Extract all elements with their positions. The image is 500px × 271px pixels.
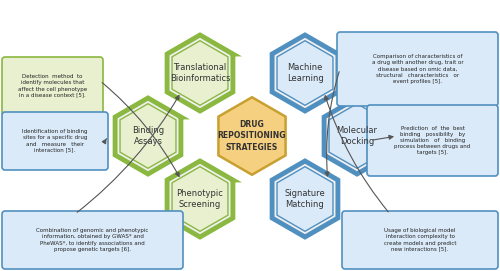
- Polygon shape: [115, 98, 181, 174]
- Text: Phenotypic
Screening: Phenotypic Screening: [176, 189, 224, 209]
- Polygon shape: [277, 167, 333, 231]
- Text: Detection  method  to
identify molecules that
affect the cell phenotype
in a dis: Detection method to identify molecules t…: [18, 74, 87, 98]
- Text: DRUG
REPOSITIONING
STRATEGIES: DRUG REPOSITIONING STRATEGIES: [218, 120, 286, 152]
- Polygon shape: [272, 35, 338, 111]
- Text: Identification of binding
sites for a specific drug
and   measure   their
intera: Identification of binding sites for a sp…: [22, 129, 88, 153]
- Text: Comparison of characteristics of
a drug with another drug, trait or
disease base: Comparison of characteristics of a drug …: [372, 54, 464, 84]
- Text: Translational
Bioinformatics: Translational Bioinformatics: [170, 63, 230, 83]
- FancyBboxPatch shape: [2, 57, 103, 115]
- Text: Molecular
Docking: Molecular Docking: [336, 126, 378, 146]
- Polygon shape: [277, 41, 333, 105]
- Text: Binding
Assays: Binding Assays: [132, 126, 164, 146]
- FancyBboxPatch shape: [337, 32, 498, 106]
- Polygon shape: [172, 167, 228, 231]
- Polygon shape: [329, 104, 385, 168]
- Polygon shape: [120, 104, 176, 168]
- Text: Usage of biological model
interaction complexity to
create models and predict
ne: Usage of biological model interaction co…: [384, 228, 456, 252]
- FancyBboxPatch shape: [2, 112, 108, 170]
- Text: Signature
Matching: Signature Matching: [284, 189, 326, 209]
- FancyBboxPatch shape: [342, 211, 498, 269]
- FancyBboxPatch shape: [367, 105, 498, 176]
- Text: Machine
Learning: Machine Learning: [286, 63, 324, 83]
- Polygon shape: [172, 41, 228, 105]
- Polygon shape: [218, 97, 286, 175]
- Polygon shape: [324, 98, 390, 174]
- Polygon shape: [272, 161, 338, 237]
- Polygon shape: [167, 161, 233, 237]
- FancyBboxPatch shape: [2, 211, 183, 269]
- Text: Prediction  of  the  best
binding   possibility   by
simulation   of   binding
p: Prediction of the best binding possibili…: [394, 125, 470, 155]
- Text: Combination of genomic and phenotypic
information, obtained by GWAS* and
PheWAS*: Combination of genomic and phenotypic in…: [36, 228, 148, 252]
- Polygon shape: [167, 35, 233, 111]
